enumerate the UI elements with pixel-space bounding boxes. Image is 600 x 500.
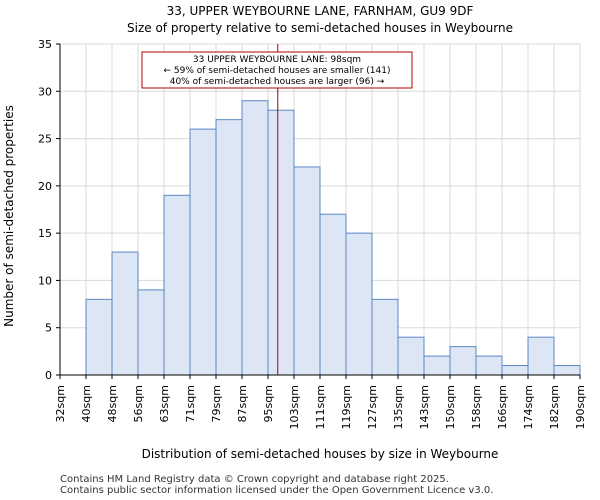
- chart-title: 33, UPPER WEYBOURNE LANE, FARNHAM, GU9 9…: [167, 4, 474, 18]
- x-tick-label: 158sqm: [470, 385, 483, 429]
- y-tick-label: 5: [45, 322, 52, 335]
- y-axis-label: Number of semi-detached properties: [2, 105, 16, 327]
- histogram-bar: [111, 251, 139, 376]
- histogram-bar: [85, 298, 113, 376]
- x-tick-label: 71sqm: [184, 385, 197, 422]
- y-tick-label: 0: [45, 369, 52, 382]
- x-tick-label: 95sqm: [262, 385, 275, 422]
- histogram-bar: [371, 298, 399, 376]
- histogram-bar: [345, 232, 373, 376]
- bar-layer: [85, 100, 581, 376]
- y-tick-label: 20: [38, 180, 52, 193]
- x-tick-label: 127sqm: [366, 385, 379, 429]
- histogram-bar: [475, 355, 503, 376]
- x-tick-label: 166sqm: [496, 385, 509, 429]
- histogram-bar: [189, 128, 217, 376]
- x-tick-label: 190sqm: [574, 385, 587, 429]
- histogram-bar: [241, 100, 269, 376]
- annotation-line-1: 33 UPPER WEYBOURNE LANE: 98sqm: [193, 55, 361, 65]
- histogram-bar: [163, 194, 191, 376]
- x-tick-label: 174sqm: [522, 385, 535, 429]
- histogram-bar: [449, 346, 477, 376]
- x-tick-label: 135sqm: [392, 385, 405, 429]
- annotation-box: 33 UPPER WEYBOURNE LANE: 98sqm ← 59% of …: [141, 51, 413, 89]
- footer-line-1: Contains HM Land Registry data © Crown c…: [60, 474, 449, 485]
- y-tick-label: 30: [38, 85, 52, 98]
- histogram-bar: [293, 166, 321, 376]
- histogram-bar: [527, 336, 555, 376]
- footer-attribution: Contains HM Land Registry data © Crown c…: [60, 474, 493, 496]
- histogram-bar: [501, 365, 529, 376]
- y-tick-label: 25: [38, 133, 52, 146]
- histogram-bar: [397, 336, 425, 376]
- x-axis-label: Distribution of semi-detached houses by …: [142, 447, 499, 461]
- x-tick-label: 48sqm: [106, 385, 119, 422]
- y-tick-label: 35: [38, 38, 52, 51]
- annotation-line-2: ← 59% of semi-detached houses are smalle…: [164, 66, 391, 76]
- x-tick-label: 63sqm: [158, 385, 171, 422]
- x-tick-label: 56sqm: [132, 385, 145, 422]
- histogram-bar: [137, 289, 165, 376]
- x-tick-label: 150sqm: [444, 385, 457, 429]
- footer-line-2: Contains public sector information licen…: [60, 485, 494, 496]
- histogram-bar: [267, 109, 295, 376]
- x-tick-label: 40sqm: [80, 385, 93, 422]
- y-tick-label: 10: [38, 274, 52, 287]
- histogram-bar: [423, 355, 451, 376]
- x-tick-label: 182sqm: [548, 385, 561, 429]
- x-tick-label: 103sqm: [288, 385, 301, 429]
- chart-subtitle: Size of property relative to semi-detach…: [127, 21, 513, 35]
- x-tick-label: 143sqm: [418, 385, 431, 429]
- axis-layer: 0 5 10 15 20 25 30 35 32sqm 40sqm 48sqm 56sqm 63sqm 7…: [38, 38, 587, 429]
- x-tick-label: 111sqm: [314, 385, 327, 429]
- annotation-line-3: 40% of semi-detached houses are larger (…: [170, 77, 385, 87]
- histogram-bar: [553, 365, 581, 376]
- histogram-bar: [319, 213, 347, 376]
- x-tick-label: 87sqm: [236, 385, 249, 422]
- y-tick-label: 15: [38, 227, 52, 240]
- histogram-bar: [215, 119, 243, 376]
- x-tick-label: 32sqm: [54, 385, 67, 422]
- x-tick-label: 119sqm: [340, 385, 353, 429]
- annotation-frame: [141, 51, 413, 89]
- x-tick-label: 79sqm: [210, 385, 223, 422]
